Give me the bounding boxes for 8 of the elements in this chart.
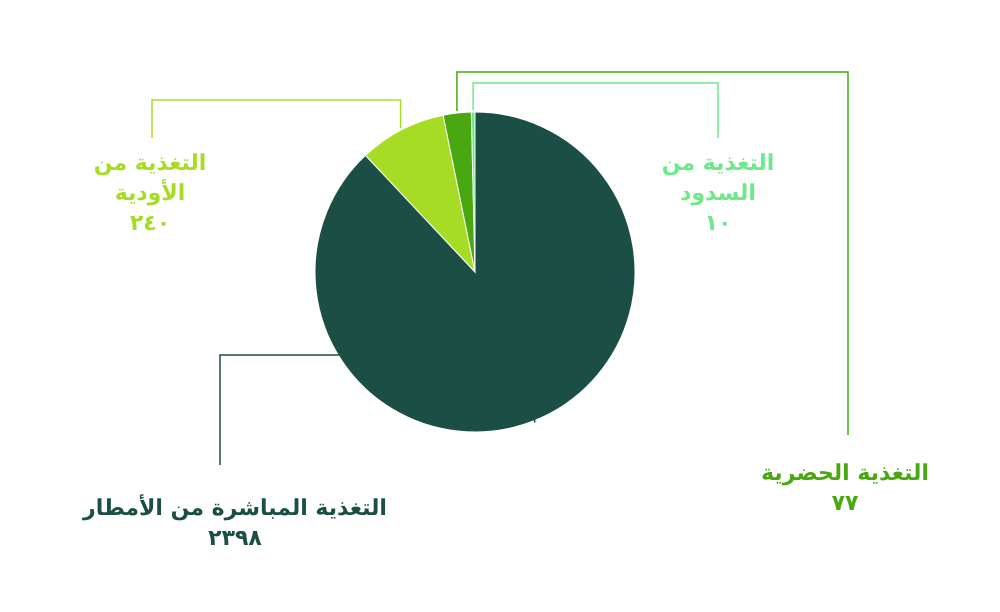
data-label: ٧٧ — [832, 491, 859, 516]
data-label: ٢٣٩٨ — [208, 526, 262, 551]
slice-label: التغذية من السدود — [662, 151, 774, 206]
slice-label: التغذية المباشرة من الأمطار — [82, 494, 387, 521]
data-label: ١٠ — [704, 211, 732, 236]
slice-label: التغذية الحضرية — [761, 461, 929, 486]
slice-label: التغذية من الأودية — [94, 151, 206, 206]
data-label: ٢٤٠ — [130, 211, 170, 236]
